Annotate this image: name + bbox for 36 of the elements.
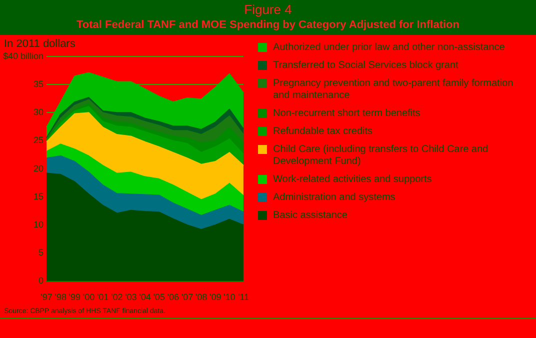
legend-label: Administration and systems: [273, 192, 396, 204]
x-tick-label: '00: [82, 292, 95, 302]
text: Total Federal TANF and MOE Spending by Category Adjusted for Inflation: [76, 18, 460, 32]
chart-title: Figure 4: [243, 1, 293, 18]
y-tick-label: 25: [34, 135, 44, 146]
y-tick-label: 5: [38, 248, 44, 258]
y-tick-label: 0: [38, 276, 44, 286]
x-tick-label: '10: [224, 292, 236, 302]
legend-label: Child Care (including transfers to Child Care and Development Fund): [273, 144, 490, 168]
x-tick-label: '08: [195, 292, 208, 302]
y-tick-label: $40 billion: [3, 50, 44, 61]
x-tick-label: '99: [68, 292, 81, 302]
x-tick-label: '98: [54, 292, 66, 302]
legend-label: Non-recurrent short term benefits: [273, 108, 420, 120]
x-tick-label: '09: [209, 292, 222, 302]
x-tick-label: '07: [181, 292, 194, 302]
y-tick-label: 15: [34, 191, 44, 202]
legend-label: Work-related activities and supports: [273, 174, 432, 186]
legend-label: Basic assistance: [273, 210, 348, 222]
x-tick-label: '01: [96, 292, 109, 302]
legend-label: Authorized under prior law and other non-assistance: [273, 42, 505, 54]
y-tick-label: 10: [34, 219, 44, 230]
x-tick-label: '97: [40, 292, 52, 302]
y-axis-title: In 2011 dollars: [4, 38, 76, 50]
x-tick-label: '03: [125, 292, 137, 302]
x-tick-label: '06: [167, 292, 179, 302]
y-tick-label: 20: [34, 163, 44, 174]
x-tick-label: '11: [238, 292, 249, 302]
legend-label: Pregnancy prevention and two-parent family formation and maintenance: [273, 78, 514, 102]
y-tick-label: 35: [34, 78, 44, 89]
y-tick-label: 30: [34, 107, 44, 118]
legend-label: Transferred to Social Services block grant: [273, 60, 458, 72]
x-tick-label: '04: [139, 292, 151, 302]
x-tick-label: '02: [111, 292, 123, 302]
x-tick-label: '05: [153, 292, 165, 302]
legend-label: Refundable tax credits: [273, 126, 373, 138]
